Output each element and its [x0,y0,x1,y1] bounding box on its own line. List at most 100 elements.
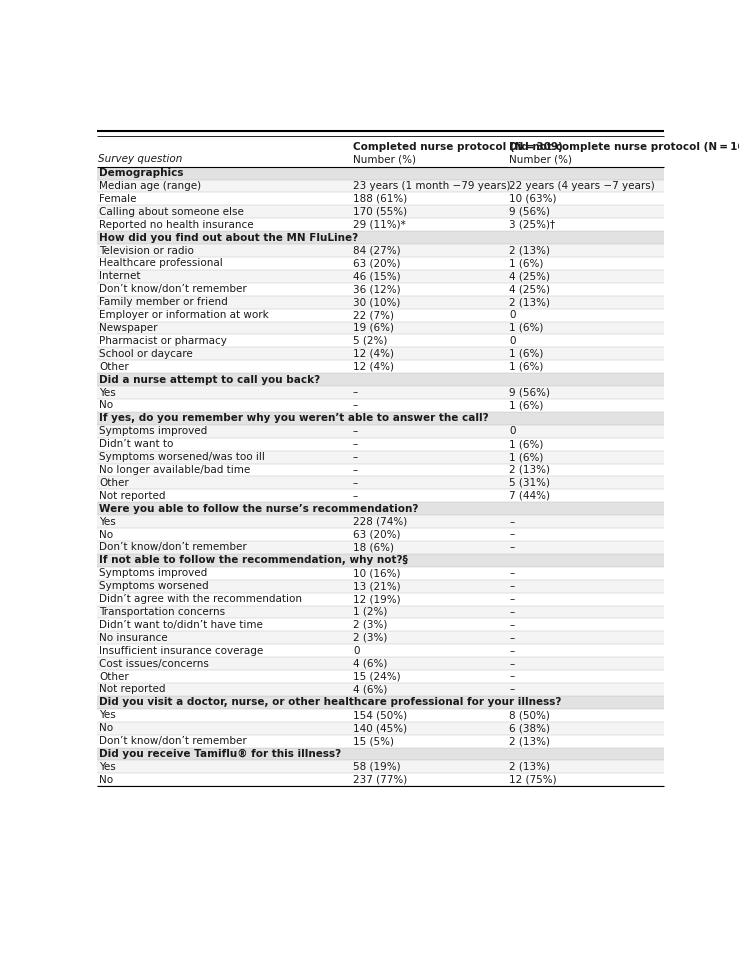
Text: Didn’t want to: Didn’t want to [99,439,174,449]
Text: 22 (7%): 22 (7%) [353,310,394,320]
Text: Female: Female [99,194,137,204]
Text: Number (%): Number (%) [353,154,416,165]
Text: –: – [353,452,358,462]
Text: –: – [353,490,358,501]
Text: 170 (55%): 170 (55%) [353,207,407,217]
Text: 84 (27%): 84 (27%) [353,245,401,256]
Text: No longer available/bad time: No longer available/bad time [99,465,251,475]
Text: No: No [99,723,113,733]
Text: Did a nurse attempt to call you back?: Did a nurse attempt to call you back? [99,375,321,384]
Text: Symptoms improved: Symptoms improved [99,426,208,436]
Text: –: – [353,465,358,475]
Text: 12 (75%): 12 (75%) [509,775,557,785]
Text: 10 (63%): 10 (63%) [509,194,556,204]
Text: 1 (6%): 1 (6%) [509,259,544,268]
Bar [97,747,664,761]
Text: –: – [509,516,514,527]
Text: 13 (21%): 13 (21%) [353,582,401,591]
Text: 1 (2%): 1 (2%) [353,607,387,617]
Bar [97,528,664,541]
Bar [97,283,664,296]
Text: Survey question: Survey question [98,154,183,165]
Text: 4 (25%): 4 (25%) [509,271,551,282]
Text: 63 (20%): 63 (20%) [353,530,401,539]
Text: –: – [353,478,358,488]
Text: 15 (24%): 15 (24%) [353,672,401,681]
Text: 1 (6%): 1 (6%) [509,452,544,462]
Text: Internet: Internet [99,271,140,282]
Text: 15 (5%): 15 (5%) [353,736,394,746]
Bar [97,490,664,502]
Text: Median age (range): Median age (range) [99,181,201,191]
Text: 9 (56%): 9 (56%) [509,387,551,398]
Text: –: – [509,594,514,604]
Bar [97,502,664,515]
Bar [97,348,664,360]
Bar [97,438,664,450]
Text: 29 (11%)*: 29 (11%)* [353,219,406,230]
Bar [97,644,664,657]
Text: 58 (19%): 58 (19%) [353,762,401,772]
Text: 1 (6%): 1 (6%) [509,349,544,359]
Text: 22 years (4 years −7 years): 22 years (4 years −7 years) [509,181,655,191]
Text: 5 (31%): 5 (31%) [509,478,551,488]
Text: Yes: Yes [99,516,116,527]
Text: 2 (3%): 2 (3%) [353,633,387,643]
Text: 1 (6%): 1 (6%) [509,362,544,372]
Text: 63 (20%): 63 (20%) [353,259,401,268]
Text: Completed nurse protocol (N = 309): Completed nurse protocol (N = 309) [353,142,562,152]
Text: 154 (50%): 154 (50%) [353,710,407,720]
Text: 4 (6%): 4 (6%) [353,684,387,695]
Text: Transportation concerns: Transportation concerns [99,607,225,617]
Text: 0: 0 [353,646,359,655]
Text: Don’t know/don’t remember: Don’t know/don’t remember [99,736,247,746]
Bar [97,399,664,412]
Bar [97,476,664,490]
Text: 46 (15%): 46 (15%) [353,271,401,282]
Text: 237 (77%): 237 (77%) [353,775,407,785]
Bar [97,193,664,205]
Text: –: – [353,439,358,449]
Text: No: No [99,530,113,539]
Text: 0: 0 [509,426,516,436]
Text: –: – [353,387,358,398]
Bar [97,683,664,696]
Text: 5 (2%): 5 (2%) [353,336,387,346]
Bar [97,554,664,567]
Bar [97,721,664,735]
Text: 36 (12%): 36 (12%) [353,285,401,294]
Text: Insufficient insurance coverage: Insufficient insurance coverage [99,646,264,655]
Text: Did you visit a doctor, nurse, or other healthcare professional for your illness: Did you visit a doctor, nurse, or other … [99,697,562,707]
Text: Not reported: Not reported [99,490,166,501]
Bar [97,205,664,218]
Text: 3 (25%)†: 3 (25%)† [509,219,556,230]
Text: 12 (19%): 12 (19%) [353,594,401,604]
Text: No: No [99,400,113,410]
Text: Television or radio: Television or radio [99,245,194,256]
Text: 12 (4%): 12 (4%) [353,362,394,372]
Text: Were you able to follow the nurse’s recommendation?: Were you able to follow the nurse’s reco… [99,504,418,513]
Bar [97,257,664,270]
Text: –: – [509,633,514,643]
Text: School or daycare: School or daycare [99,349,193,359]
Text: 2 (13%): 2 (13%) [509,762,551,772]
Bar [97,360,664,373]
Bar [97,773,664,787]
Bar [97,761,664,773]
Bar [97,167,664,179]
Text: –: – [509,620,514,629]
Text: 1 (6%): 1 (6%) [509,400,544,410]
Text: Symptoms worsened: Symptoms worsened [99,582,209,591]
Text: –: – [509,530,514,539]
Text: 2 (13%): 2 (13%) [509,736,551,746]
Text: 19 (6%): 19 (6%) [353,323,394,333]
Bar [97,670,664,683]
Text: –: – [509,658,514,669]
Text: –: – [509,646,514,655]
Text: 4 (25%): 4 (25%) [509,285,551,294]
Bar [97,541,664,554]
Text: 4 (6%): 4 (6%) [353,658,387,669]
Bar [97,515,664,528]
Text: 30 (10%): 30 (10%) [353,297,401,308]
Text: Don’t know/don’t remember: Don’t know/don’t remember [99,542,247,553]
